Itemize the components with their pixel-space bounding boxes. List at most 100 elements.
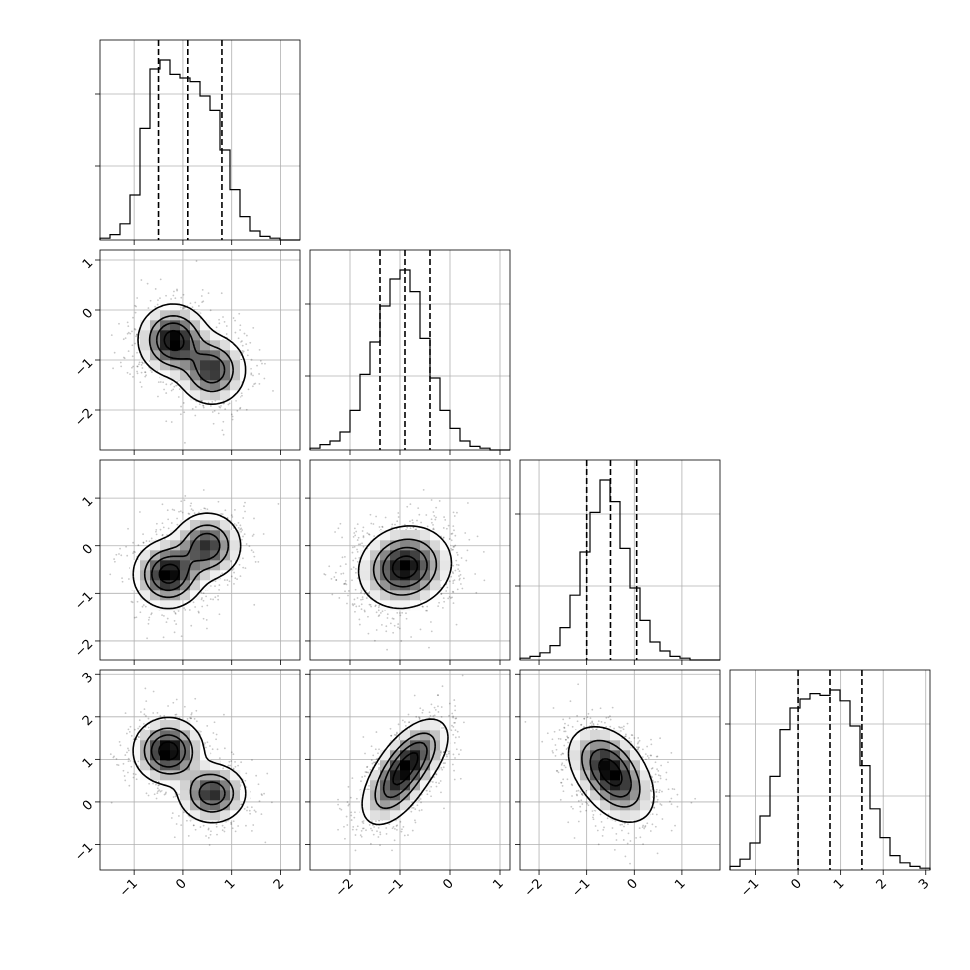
scatter-point: [476, 535, 479, 538]
scatter-point: [127, 527, 129, 530]
y-tick-label: −1: [72, 356, 96, 380]
scatter-point: [227, 403, 230, 406]
scatter-point: [397, 623, 400, 625]
scatter-point: [440, 592, 443, 595]
axes-frame: [309, 459, 511, 661]
scatter-point: [214, 596, 217, 599]
scatter-point: [142, 604, 145, 606]
scatter-point: [374, 604, 377, 607]
scatter-point: [132, 773, 135, 775]
scatter-point: [369, 603, 372, 606]
scatter-point: [140, 711, 142, 713]
density-cell: [140, 320, 151, 331]
scatter-point: [458, 575, 460, 577]
scatter-point: [257, 783, 260, 786]
scatter-point: [230, 821, 232, 824]
contour-line: [155, 322, 226, 384]
scatter-point: [405, 617, 408, 620]
scatter-point: [245, 334, 248, 337]
scatter-point: [460, 557, 463, 559]
scatter-point: [241, 340, 243, 342]
scatter-point: [241, 344, 244, 347]
scatter-point: [375, 629, 378, 631]
scatter-point: [124, 337, 127, 339]
scatter-point: [254, 561, 257, 563]
scatter-point: [458, 570, 461, 573]
scatter-point: [173, 631, 176, 634]
scatter-point: [231, 418, 234, 421]
density-cell: [420, 570, 431, 581]
density-cell: [180, 350, 191, 361]
scatter-point: [372, 523, 375, 525]
scatter-point: [452, 548, 454, 551]
scatter-point: [132, 375, 134, 378]
scatter-point: [136, 370, 138, 373]
scatter-point: [119, 547, 121, 550]
scatter-point: [253, 555, 256, 558]
scatter-point: [221, 513, 224, 516]
scatter-point: [354, 567, 357, 570]
scatter-point: [120, 365, 123, 368]
density-cell: [190, 390, 201, 401]
density-cell: [150, 600, 161, 611]
scatter-point: [217, 500, 220, 503]
scatter-point: [335, 579, 338, 581]
density-cell: [150, 590, 161, 601]
scatter-point: [193, 512, 196, 515]
density-cell: [180, 310, 191, 321]
scatter-point: [437, 605, 440, 608]
scatter-point: [202, 617, 205, 620]
scatter-point: [157, 299, 159, 302]
scatter-point: [366, 532, 369, 535]
scatter-point: [465, 559, 468, 562]
scatter-point: [363, 609, 366, 612]
scatter-point: [442, 537, 445, 539]
scatter-point: [335, 579, 338, 581]
y-tick-label: 0: [80, 306, 96, 322]
density-cell: [180, 360, 191, 371]
density-cell: [420, 560, 431, 571]
scatter-point: [238, 312, 241, 315]
x-tick-label: −1: [738, 876, 762, 900]
scatter-point: [209, 598, 212, 601]
scatter-point: [218, 322, 221, 325]
scatter-point: [430, 499, 433, 501]
scatter-point: [356, 560, 359, 563]
scatter-point: [416, 519, 418, 522]
scatter-point: [357, 536, 360, 539]
scatter-point: [352, 559, 355, 562]
density-cell: [410, 570, 421, 581]
scatter-point: [360, 608, 363, 611]
scatter-point: [356, 550, 359, 553]
density-cell: [220, 540, 231, 551]
scatter-point: [223, 579, 226, 581]
density-cell: [230, 530, 241, 541]
scatter-point: [140, 371, 143, 374]
scatter-point: [174, 612, 177, 615]
scatter-point: [358, 623, 361, 626]
scatter-point: [247, 349, 249, 352]
density-cell: [230, 380, 241, 391]
scatter-point: [391, 617, 394, 620]
scatter-point: [339, 565, 342, 568]
scatter-point: [399, 614, 402, 617]
scatter-point: [239, 528, 242, 531]
scatter-point: [138, 719, 141, 722]
scatter-point: [451, 596, 453, 599]
scatter-point: [351, 551, 354, 554]
scatter-point: [204, 507, 207, 510]
scatter-point: [127, 331, 130, 334]
density-cell: [170, 360, 181, 371]
density-cell: [440, 550, 451, 561]
density-cell: [410, 580, 421, 591]
scatter-point: [146, 282, 149, 285]
density-cell: [210, 520, 221, 531]
density-cell: [140, 550, 151, 561]
scatter-point: [155, 530, 157, 533]
density-cell: [220, 380, 231, 391]
scatter-point: [218, 405, 221, 408]
scatter-point: [231, 516, 234, 518]
scatter-point: [230, 413, 233, 416]
density-cell: [210, 390, 221, 401]
scatter-point: [218, 613, 221, 616]
